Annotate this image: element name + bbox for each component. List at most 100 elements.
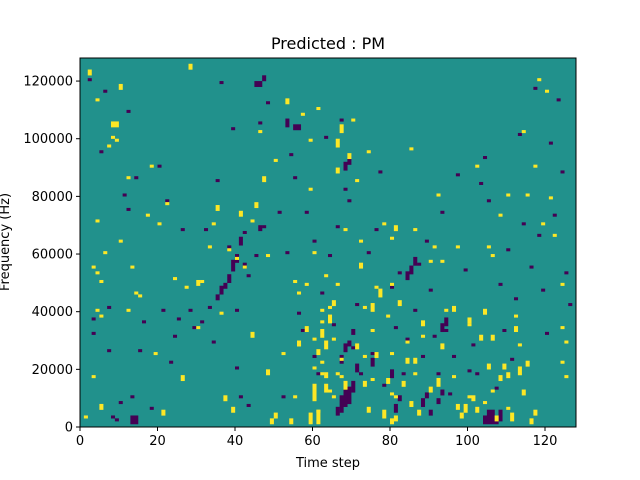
heatmap-cell-low bbox=[114, 418, 119, 422]
heatmap-cell-low bbox=[289, 153, 294, 157]
heatmap-cell-high bbox=[525, 193, 530, 197]
heatmap-cell-low bbox=[560, 170, 565, 174]
heatmap-cell-low bbox=[293, 124, 302, 131]
heatmap-cell-low bbox=[122, 193, 127, 197]
heatmap-cell-high bbox=[467, 323, 472, 327]
heatmap-cell-low bbox=[126, 207, 131, 211]
heatmap-cell-low bbox=[107, 349, 112, 353]
heatmap-cell-high bbox=[308, 138, 313, 142]
heatmap-cell-high bbox=[506, 372, 511, 379]
heatmap-cell-low bbox=[246, 403, 251, 407]
heatmap-cell-low bbox=[347, 386, 352, 405]
heatmap-cell-low bbox=[258, 225, 263, 232]
heatmap-cell-high bbox=[320, 328, 325, 338]
heatmap-cell-high bbox=[331, 300, 336, 307]
heatmap-cell-high bbox=[99, 403, 104, 410]
heatmap-cells bbox=[83, 63, 573, 425]
heatmap-cell-low bbox=[173, 334, 178, 338]
heatmap-cell-high bbox=[533, 409, 538, 416]
heatmap-cell-high bbox=[95, 219, 100, 223]
heatmap-cell-high bbox=[173, 277, 178, 281]
heatmap-cell-high bbox=[118, 239, 123, 243]
heatmap-cell-high bbox=[486, 363, 491, 370]
heatmap-cell-low bbox=[378, 170, 383, 174]
x-tick-label: 120 bbox=[533, 434, 558, 449]
heatmap-cell-low bbox=[467, 369, 472, 373]
heatmap-cell-low bbox=[506, 248, 511, 252]
heatmap-cell-high bbox=[250, 219, 255, 223]
heatmap-cell-high bbox=[459, 412, 464, 419]
heatmap-cell-high bbox=[87, 69, 92, 76]
heatmap-cell-low bbox=[134, 176, 139, 180]
heatmap-cell-high bbox=[393, 395, 398, 399]
heatmap-cell-low bbox=[328, 254, 333, 258]
heatmap-cell-low bbox=[413, 256, 418, 266]
heatmap-cell-high bbox=[529, 418, 534, 425]
x-tick-label: 60 bbox=[304, 434, 321, 449]
heatmap-cell-high bbox=[331, 395, 336, 399]
heatmap-cell-high bbox=[95, 98, 100, 102]
heatmap-cell-low bbox=[413, 308, 418, 312]
heatmap-cell-low bbox=[347, 340, 352, 347]
heatmap-cell-low bbox=[366, 251, 371, 255]
heatmap-cell-low bbox=[227, 245, 232, 249]
heatmap-cell-high bbox=[312, 383, 317, 390]
heatmap-cell-high bbox=[343, 380, 348, 390]
x-tick-label: 20 bbox=[149, 434, 166, 449]
y-tick-label: 20000 bbox=[32, 363, 73, 378]
heatmap-cell-high bbox=[467, 395, 472, 399]
heatmap-cell-high bbox=[316, 107, 321, 111]
heatmap-cell-high bbox=[103, 251, 108, 255]
heatmap-cell-high bbox=[397, 300, 402, 307]
heatmap-cell-high bbox=[324, 274, 329, 278]
heatmap-cell-low bbox=[223, 282, 228, 289]
heatmap-cell-low bbox=[331, 323, 336, 327]
heatmap-cell-low bbox=[479, 181, 484, 185]
heatmap-cell-high bbox=[366, 150, 371, 154]
heatmap-cell-low bbox=[262, 225, 267, 229]
heatmap-cell-high bbox=[564, 340, 569, 344]
heatmap-cell-high bbox=[490, 389, 495, 393]
heatmap-cell-low bbox=[238, 236, 243, 246]
heatmap-cell-high bbox=[390, 352, 395, 356]
heatmap-cell-high bbox=[99, 314, 104, 318]
heatmap-cell-low bbox=[564, 271, 569, 275]
heatmap-cell-low bbox=[335, 225, 340, 229]
heatmap-cell-low bbox=[486, 409, 495, 416]
heatmap-cell-high bbox=[455, 245, 460, 249]
heatmap-cell-low bbox=[277, 210, 282, 214]
heatmap-cell-high bbox=[362, 380, 367, 387]
heatmap-cell-high bbox=[324, 383, 329, 393]
heatmap-cell-high bbox=[130, 265, 135, 269]
heatmap-cell-high bbox=[517, 366, 522, 376]
heatmap-cell-high bbox=[238, 210, 243, 217]
heatmap-cell-high bbox=[250, 331, 255, 338]
heatmap-cell-high bbox=[258, 130, 263, 134]
heatmap-cell-low bbox=[207, 305, 212, 309]
heatmap-cell-high bbox=[335, 372, 340, 376]
heatmap-cell-high bbox=[281, 352, 286, 356]
heatmap-cell-high bbox=[498, 375, 503, 382]
heatmap-cell-high bbox=[196, 279, 201, 286]
heatmap-cell-low bbox=[533, 86, 538, 90]
heatmap-cell-low bbox=[483, 415, 499, 425]
heatmap-cell-high bbox=[351, 118, 356, 122]
heatmap-cell-high bbox=[564, 375, 569, 379]
x-tick-label: 40 bbox=[227, 434, 244, 449]
heatmap-cell-high bbox=[417, 409, 422, 416]
heatmap-cell-low bbox=[370, 352, 375, 356]
x-tick-label: 0 bbox=[76, 434, 84, 449]
heatmap-cell-low bbox=[118, 401, 123, 405]
heatmap-cell-high bbox=[339, 124, 344, 134]
heatmap-cell-high bbox=[223, 395, 228, 402]
heatmap-cell-low bbox=[324, 135, 329, 139]
heatmap-cell-high bbox=[370, 377, 375, 382]
heatmap-cell-high bbox=[390, 282, 395, 286]
heatmap-cell-high bbox=[517, 343, 522, 347]
heatmap-cell-low bbox=[126, 109, 131, 113]
heatmap-cell-high bbox=[347, 153, 352, 160]
heatmap-cell-low bbox=[351, 328, 356, 335]
heatmap-cell-low bbox=[211, 340, 216, 344]
heatmap-cell-high bbox=[91, 375, 96, 379]
heatmap-cell-high bbox=[91, 265, 96, 269]
